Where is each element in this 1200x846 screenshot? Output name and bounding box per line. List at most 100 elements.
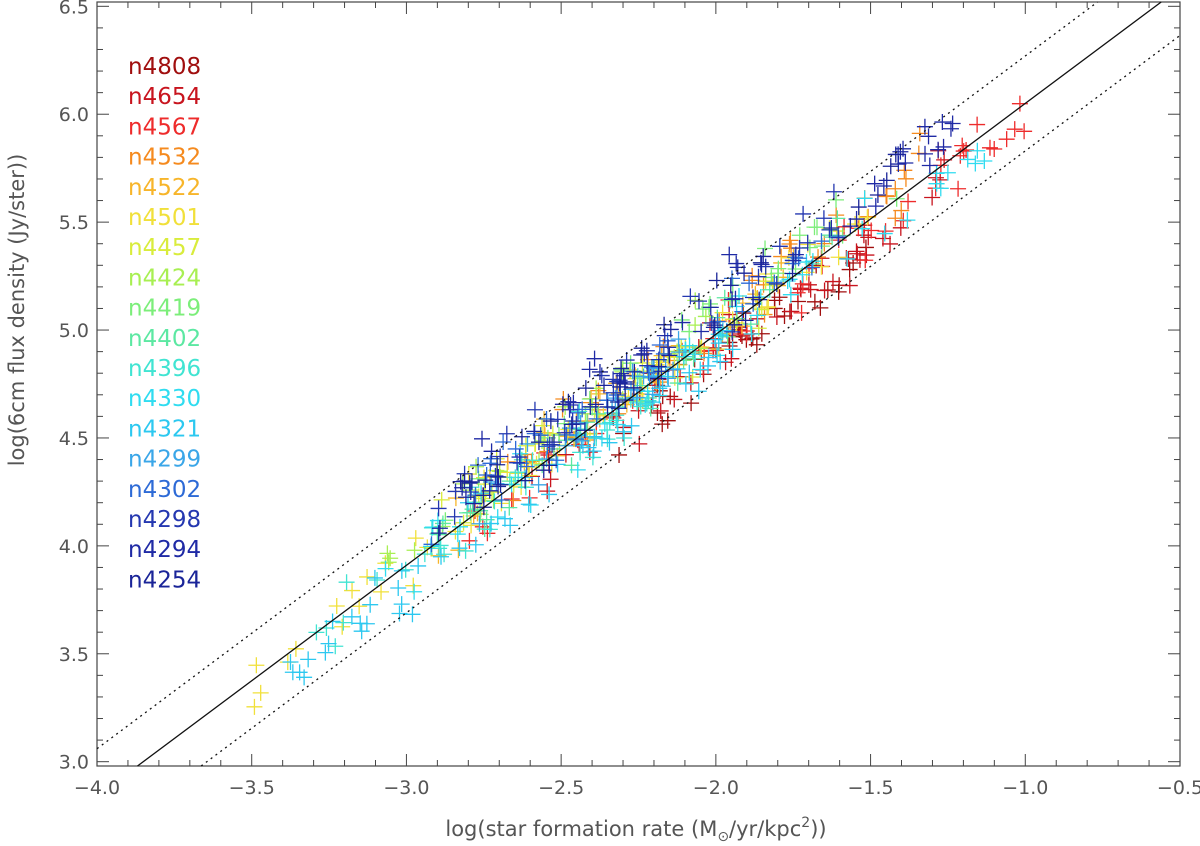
data-point <box>296 669 313 686</box>
data-point <box>446 508 463 525</box>
data-point <box>564 412 581 429</box>
data-point <box>661 347 678 364</box>
data-point <box>404 606 421 623</box>
data-point <box>477 486 494 503</box>
legend-entry-n4299: n4299 <box>128 447 201 473</box>
data-point <box>466 495 483 512</box>
data-point <box>579 414 596 431</box>
data-point <box>899 212 916 229</box>
data-point <box>878 187 895 204</box>
data-point <box>684 368 701 385</box>
data-point <box>503 491 520 508</box>
data-point <box>950 180 967 197</box>
legend-entry-n4419: n4419 <box>128 296 201 322</box>
data-point <box>737 312 754 329</box>
data-point <box>848 211 865 228</box>
data-point <box>633 347 650 364</box>
data-point <box>712 353 729 370</box>
data-point <box>730 288 747 305</box>
data-point <box>287 640 304 657</box>
data-point <box>1006 121 1023 138</box>
data-point <box>482 455 499 472</box>
data-point <box>900 193 917 210</box>
data-point <box>690 383 707 400</box>
upper-bound-line <box>96 1 1098 750</box>
data-point <box>666 391 683 408</box>
data-point <box>252 684 269 701</box>
data-point <box>674 314 691 331</box>
data-point <box>471 515 488 532</box>
scatter-points <box>246 95 1033 715</box>
data-point <box>867 198 884 215</box>
data-point <box>724 291 741 308</box>
data-point <box>591 363 608 380</box>
data-point <box>433 491 450 508</box>
data-point <box>791 240 808 257</box>
data-point <box>959 151 976 168</box>
data-point <box>757 240 774 257</box>
data-point <box>328 597 345 614</box>
data-point <box>373 583 390 600</box>
data-point <box>611 446 628 463</box>
data-point <box>856 190 873 207</box>
y-tick-label: 5.0 <box>59 320 89 342</box>
data-point <box>677 341 694 358</box>
data-point <box>821 221 838 238</box>
data-point <box>893 202 910 219</box>
data-point <box>848 243 865 260</box>
data-point <box>928 175 945 192</box>
data-point <box>942 120 959 137</box>
data-point <box>660 339 677 356</box>
data-point <box>939 164 956 181</box>
data-point <box>430 500 447 517</box>
data-point <box>359 568 376 585</box>
data-point <box>830 283 847 300</box>
data-point <box>429 512 446 529</box>
data-point <box>565 394 582 411</box>
data-point <box>649 404 666 421</box>
data-point <box>593 367 610 384</box>
data-point <box>618 352 635 369</box>
legend-entry-n4396: n4396 <box>128 356 201 382</box>
legend: n4808 n4654 n4567 n4532 n4522 n4501 n4457 n4424… <box>128 54 201 593</box>
data-point <box>753 256 770 273</box>
data-point <box>246 698 263 715</box>
data-point <box>563 416 580 433</box>
data-point <box>734 303 751 320</box>
data-point <box>530 434 547 451</box>
data-point <box>616 430 633 447</box>
data-point <box>521 489 538 506</box>
data-point <box>866 175 883 192</box>
data-point <box>651 380 668 397</box>
data-point <box>770 260 787 277</box>
data-point <box>841 261 858 278</box>
data-point <box>823 219 840 236</box>
data-point <box>492 448 509 465</box>
data-point <box>728 255 745 272</box>
data-point <box>681 337 698 354</box>
data-point <box>887 146 904 163</box>
data-point <box>300 651 317 668</box>
data-point <box>451 540 468 557</box>
data-point <box>461 475 478 492</box>
data-point <box>969 116 986 133</box>
y-tick-label: 3.0 <box>59 752 89 774</box>
data-point <box>917 145 934 162</box>
data-point <box>405 577 422 594</box>
data-point <box>538 451 555 468</box>
data-point <box>463 517 480 534</box>
data-point <box>641 368 658 385</box>
data-point <box>882 158 899 175</box>
series-n4254 <box>430 146 904 542</box>
data-point <box>824 273 841 290</box>
x-tick-label: −3.0 <box>383 777 429 799</box>
data-point <box>352 615 369 632</box>
data-point <box>431 520 448 537</box>
plot-frame <box>96 1 1181 767</box>
data-point <box>601 434 618 451</box>
data-point <box>785 252 802 269</box>
data-point <box>958 142 975 159</box>
data-point <box>741 275 758 292</box>
data-point <box>813 233 830 250</box>
data-point <box>850 199 867 216</box>
